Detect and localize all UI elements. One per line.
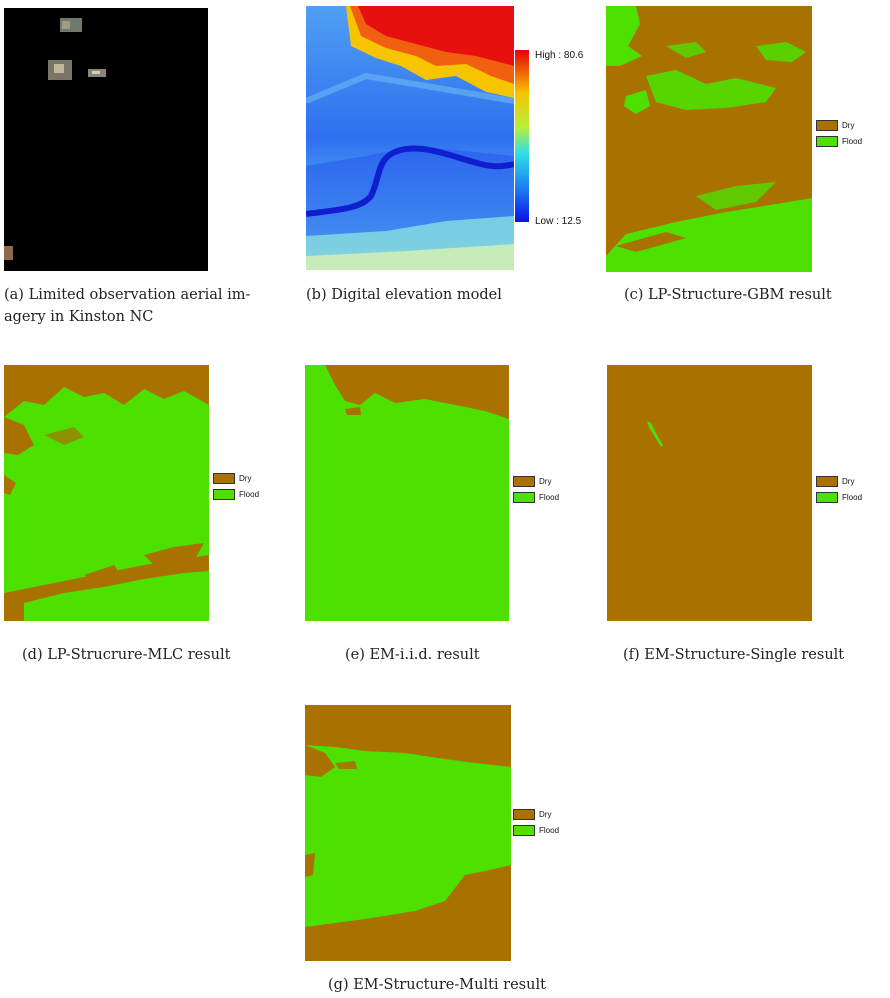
legend-d: Dry Flood — [213, 473, 273, 501]
figure-c — [606, 6, 812, 272]
flood-swatch — [513, 825, 535, 836]
legend-label-dry: Dry — [842, 477, 855, 486]
legend-f: Dry Flood — [816, 476, 876, 504]
figure-b — [306, 6, 514, 270]
flood-swatch — [513, 492, 535, 503]
elevation-color-ramp — [515, 50, 529, 222]
dry-swatch — [513, 476, 535, 487]
dry-swatch — [816, 120, 838, 131]
em-iid-result-map — [305, 365, 509, 621]
legend-label-dry: Dry — [239, 474, 252, 483]
elevation-high-label: High : 80.6 — [535, 50, 584, 61]
em-multi-result-map — [305, 705, 511, 961]
em-single-result-map — [607, 365, 812, 621]
dem-map — [306, 6, 514, 270]
legend-label-flood: Flood — [842, 137, 863, 146]
legend-label-flood: Flood — [539, 493, 560, 502]
mlc-result-map — [4, 365, 209, 621]
flood-swatch — [816, 136, 838, 147]
caption-e: (e) EM-i.i.d. result — [345, 647, 480, 663]
caption-a-line1: (a) Limited observation aerial im- — [4, 287, 251, 303]
gbm-result-map — [606, 6, 812, 272]
legend-g: Dry Flood — [513, 809, 573, 837]
elevation-low-label: Low : 12.5 — [535, 216, 582, 227]
aerial-imagery-map — [4, 8, 208, 271]
flood-swatch — [213, 489, 235, 500]
legend-label-dry: Dry — [842, 121, 855, 130]
figure-f — [607, 365, 812, 621]
caption-d: (d) LP-Strucrure-MLC result — [22, 647, 231, 663]
legend-label-dry: Dry — [539, 477, 552, 486]
aerial-patch — [4, 246, 13, 260]
river-channel — [306, 145, 514, 217]
dry-swatch — [213, 473, 235, 484]
legend-e: Dry Flood — [513, 476, 573, 504]
caption-g: (g) EM-Structure-Multi result — [328, 977, 546, 993]
dry-swatch — [513, 809, 535, 820]
caption-a-line2: agery in Kinston NC — [4, 309, 154, 325]
legend-label-dry: Dry — [539, 810, 552, 819]
legend-c: Dry Flood — [816, 120, 876, 148]
legend-label-flood: Flood — [239, 490, 260, 499]
caption-b: (b) Digital elevation model — [306, 287, 502, 303]
dry-swatch — [816, 476, 838, 487]
figure-e — [305, 365, 509, 621]
legend-label-flood: Flood — [539, 826, 560, 835]
figure-d — [4, 365, 209, 621]
elevation-scale: High : 80.6 Low : 12.5 — [515, 50, 615, 227]
caption-c: (c) LP-Structure-GBM result — [624, 287, 832, 303]
legend-label-flood: Flood — [842, 493, 863, 502]
flood-swatch — [816, 492, 838, 503]
figure-a — [4, 8, 208, 271]
caption-f: (f) EM-Structure-Single result — [623, 647, 845, 663]
figure-g — [305, 705, 511, 961]
